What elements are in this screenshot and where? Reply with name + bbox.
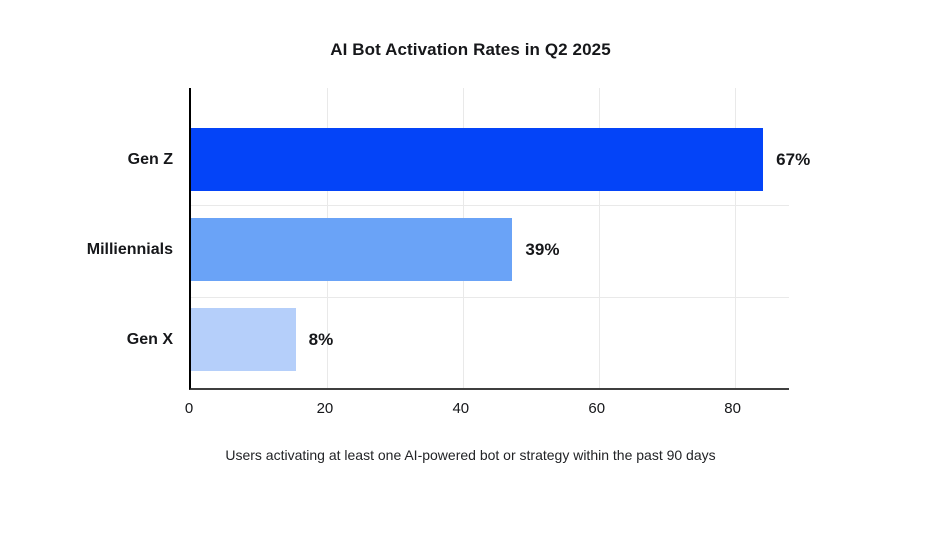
- gridline-vertical-80: [734, 88, 736, 388]
- x-tick-label-0: 0: [184, 400, 194, 417]
- value-label-gen-z: 67%: [776, 149, 811, 169]
- x-tick-label-40: 40: [452, 400, 470, 417]
- bar-milliennials: [191, 218, 513, 281]
- category-label-gen-z: Gen Z: [127, 150, 173, 168]
- category-label-gen-x: Gen X: [126, 330, 173, 348]
- gridline-vertical-60: [598, 88, 600, 388]
- chart-title: AI Bot Activation Rates in Q2 2025: [330, 40, 611, 59]
- x-tick-label-60: 60: [588, 400, 606, 417]
- gridline-row-separator-2: [191, 297, 789, 298]
- value-label-milliennials: 39%: [525, 239, 560, 259]
- x-tick-label-80: 80: [724, 400, 741, 417]
- category-label-milliennials: Milliennials: [86, 240, 173, 258]
- plot-area: [189, 88, 789, 390]
- x-tick-label-20: 20: [316, 400, 334, 417]
- gridline-row-separator-1: [191, 205, 789, 206]
- value-label-gen-x: 8%: [308, 329, 334, 349]
- chart-caption: Users activating at least one AI-powered…: [225, 447, 716, 463]
- bar-gen-x: [191, 308, 296, 371]
- bar-gen-z: [191, 128, 764, 191]
